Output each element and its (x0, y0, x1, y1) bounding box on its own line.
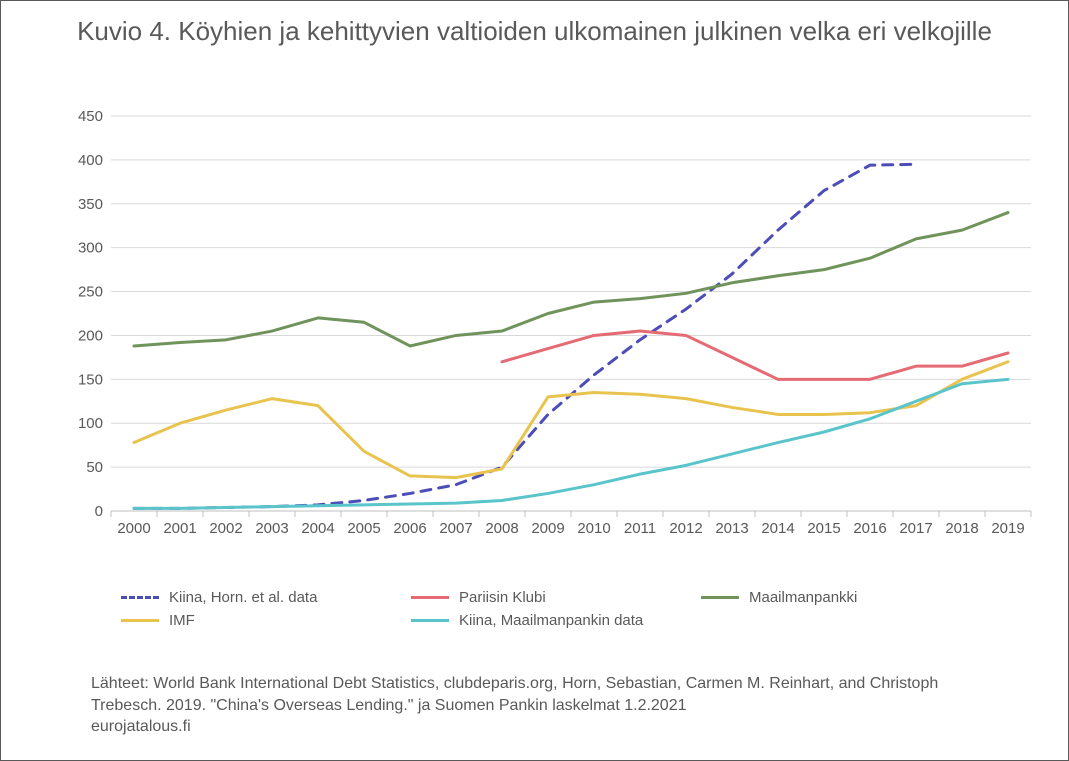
y-axis-label: Miljardia Yhdysvaltain dollaria (19, 0, 39, 111)
svg-text:2010: 2010 (577, 520, 610, 537)
legend-item-pariisi: Pariisin Klubi (411, 589, 701, 606)
legend-item-imf: IMF (121, 612, 411, 629)
svg-text:2007: 2007 (439, 520, 472, 537)
legend-item-maailmanpankki: Maailmanpankki (701, 589, 991, 606)
svg-text:2003: 2003 (255, 520, 288, 537)
svg-text:150: 150 (78, 371, 103, 388)
chart-title: Kuvio 4. Köyhien ja kehittyvien valtioid… (1, 1, 1068, 48)
legend-item-kiina_horn: Kiina, Horn. et al. data (121, 589, 411, 606)
svg-text:2000: 2000 (117, 520, 150, 537)
svg-text:2015: 2015 (807, 520, 840, 537)
svg-text:2005: 2005 (347, 520, 380, 537)
svg-text:2018: 2018 (945, 520, 978, 537)
source-footnote: Lähteet: World Bank International Debt S… (91, 673, 991, 738)
svg-text:250: 250 (78, 284, 103, 301)
svg-text:400: 400 (78, 152, 103, 169)
svg-text:300: 300 (78, 240, 103, 257)
svg-text:50: 50 (86, 459, 103, 476)
legend-swatch-kiina_wb (411, 619, 449, 622)
series-pariisi (502, 331, 1008, 379)
svg-text:450: 450 (78, 111, 103, 125)
svg-text:2009: 2009 (531, 520, 564, 537)
series-kiina_wb (134, 379, 1008, 508)
legend-label-imf: IMF (169, 612, 195, 629)
svg-text:2016: 2016 (853, 520, 886, 537)
chart-svg: 0 50 100 150 200 250 300 350 400 450 2000 2001 2002 2… (61, 111, 1041, 541)
svg-text:2017: 2017 (899, 520, 932, 537)
svg-text:2012: 2012 (669, 520, 702, 537)
chart-frame: Kuvio 4. Köyhien ja kehittyvien valtioid… (0, 0, 1069, 761)
svg-text:350: 350 (78, 196, 103, 213)
svg-text:2019: 2019 (991, 520, 1024, 537)
legend-label-pariisi: Pariisin Klubi (459, 589, 546, 606)
legend-label-maailmanpankki: Maailmanpankki (749, 589, 857, 606)
legend-swatch-imf (121, 619, 159, 622)
legend: Kiina, Horn. et al. data Pariisin Klubi Ma… (121, 589, 1001, 635)
legend-swatch-pariisi (411, 596, 449, 599)
series-maailmanpankki (134, 213, 1008, 346)
legend-swatch-kiina_horn (121, 596, 159, 599)
legend-label-kiina_wb: Kiina, Maailmanpankin data (459, 612, 643, 629)
svg-text:2013: 2013 (715, 520, 748, 537)
svg-text:2002: 2002 (209, 520, 242, 537)
plot-area: 0 50 100 150 200 250 300 350 400 450 2000 2001 2002 2… (61, 111, 1041, 541)
svg-text:2014: 2014 (761, 520, 794, 537)
svg-text:2006: 2006 (393, 520, 426, 537)
legend-item-kiina_wb: Kiina, Maailmanpankin data (411, 612, 701, 629)
legend-label-kiina_horn: Kiina, Horn. et al. data (169, 589, 317, 606)
svg-text:2001: 2001 (163, 520, 196, 537)
svg-text:100: 100 (78, 415, 103, 432)
svg-text:2011: 2011 (624, 520, 656, 537)
svg-text:2008: 2008 (485, 520, 518, 537)
svg-text:2004: 2004 (301, 520, 334, 537)
svg-text:200: 200 (78, 327, 103, 344)
svg-text:0: 0 (95, 503, 103, 520)
legend-swatch-maailmanpankki (701, 596, 739, 599)
